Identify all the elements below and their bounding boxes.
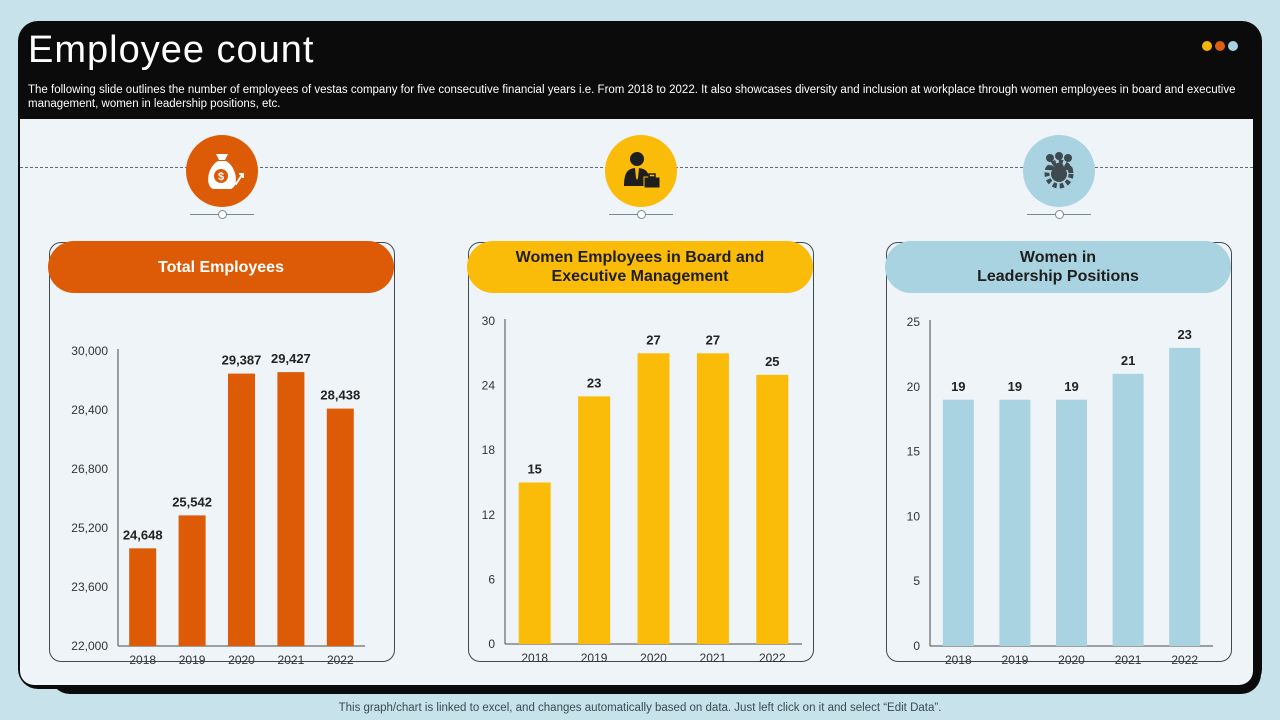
panel-title: Women in Leadership Positions <box>977 249 1139 285</box>
x-tick-label: 2021 <box>278 653 305 667</box>
data-label: 15 <box>527 462 541 477</box>
y-tick-label: 6 <box>488 572 495 586</box>
icon-circle <box>1023 135 1095 207</box>
data-label: 25 <box>765 354 779 369</box>
data-label: 25,542 <box>172 494 212 509</box>
page-title: Employee count <box>28 29 315 71</box>
businessperson-icon <box>624 152 661 189</box>
x-tick-label: 2020 <box>228 653 255 667</box>
y-tick-label: 10 <box>907 509 921 523</box>
data-label: 24,648 <box>123 527 163 542</box>
panel-title: Total Employees <box>158 258 284 276</box>
panel-title-pill: Women in Leadership Positions <box>885 241 1231 293</box>
bar <box>228 373 255 646</box>
icon-circle <box>605 135 677 207</box>
x-tick-label: 2018 <box>521 651 548 665</box>
data-label: 27 <box>706 332 720 347</box>
decor-dot <box>1215 41 1225 51</box>
panel-title-pill: Women Employees in Board and Executive M… <box>467 241 813 293</box>
y-tick-label: 30,000 <box>71 344 108 358</box>
x-tick-label: 2020 <box>1058 653 1085 667</box>
y-tick-label: 0 <box>913 639 920 653</box>
x-tick-label: 2019 <box>1002 653 1029 667</box>
y-tick-label: 24 <box>482 379 496 393</box>
header: Employee count The following slide outli… <box>18 21 1262 121</box>
team-gear-icon <box>1044 152 1074 189</box>
x-tick-label: 2019 <box>179 653 206 667</box>
footer-note: This graph/chart is linked to excel, and… <box>338 702 942 714</box>
bar <box>1112 373 1144 646</box>
x-tick-label: 2018 <box>945 653 972 667</box>
bar <box>696 353 729 644</box>
decor-dot <box>1228 41 1238 51</box>
y-tick-label: 5 <box>913 574 920 588</box>
x-tick-label: 2019 <box>581 651 608 665</box>
decor-dot <box>1202 41 1212 51</box>
decor-dots <box>1202 41 1238 51</box>
bar <box>178 515 206 646</box>
bar <box>999 399 1031 646</box>
bar <box>637 353 670 644</box>
data-label: 19 <box>1008 379 1022 394</box>
y-tick-label: 30 <box>482 314 496 328</box>
bar <box>277 372 305 646</box>
y-tick-label: 25 <box>907 315 921 329</box>
y-tick-label: 25,200 <box>71 521 108 535</box>
bar <box>942 399 974 646</box>
data-label: 28,438 <box>320 388 360 403</box>
bar <box>518 482 551 644</box>
data-label: 23 <box>587 375 601 390</box>
bar <box>129 548 157 646</box>
data-label: 19 <box>951 379 965 394</box>
x-tick-label: 2022 <box>759 651 786 665</box>
x-tick-label: 2022 <box>1171 653 1198 667</box>
icon-circle: $ <box>186 135 258 207</box>
money-bag-icon: $ <box>208 154 244 189</box>
y-tick-label: 26,800 <box>71 462 108 476</box>
panel-title: Women Employees in Board and Executive M… <box>515 249 765 285</box>
bar <box>578 396 611 644</box>
data-label: 19 <box>1064 379 1078 394</box>
connector-dot <box>1055 210 1064 219</box>
data-label: 29,427 <box>271 351 311 366</box>
y-tick-label: 22,000 <box>71 639 108 653</box>
data-label: 23 <box>1177 327 1191 342</box>
connector-dot <box>637 210 646 219</box>
data-label: 29,387 <box>222 353 262 368</box>
y-tick-label: 28,400 <box>71 403 108 417</box>
content-area: $ Total Employees <box>20 119 1253 685</box>
y-tick-label: 0 <box>488 637 495 651</box>
y-tick-label: 15 <box>907 445 921 459</box>
bar <box>1056 399 1087 646</box>
charts-svg: 22,000 23,600 25,200 26,800 28,400 30,000 24,6… <box>71 314 1213 667</box>
y-tick-label: 18 <box>482 443 496 457</box>
panel-title-pill: Total Employees <box>48 241 394 293</box>
y-tick-label: 20 <box>907 380 921 394</box>
x-tick-label: 2021 <box>700 651 727 665</box>
data-label: 27 <box>646 332 660 347</box>
svg-text:$: $ <box>218 171 224 183</box>
x-tick-label: 2018 <box>129 653 156 667</box>
data-label: 21 <box>1121 353 1135 368</box>
x-tick-label: 2020 <box>640 651 667 665</box>
x-tick-label: 2022 <box>327 653 354 667</box>
x-tick-label: 2021 <box>1115 653 1142 667</box>
y-tick-label: 23,600 <box>71 580 108 594</box>
bar <box>756 374 789 644</box>
bar <box>1169 347 1201 646</box>
bar <box>326 408 354 646</box>
connector-dot <box>218 210 227 219</box>
slide-frame: Employee count The following slide outli… <box>18 21 1262 689</box>
page-subtitle: The following slide outlines the number … <box>28 84 1236 110</box>
y-tick-label: 12 <box>482 508 496 522</box>
